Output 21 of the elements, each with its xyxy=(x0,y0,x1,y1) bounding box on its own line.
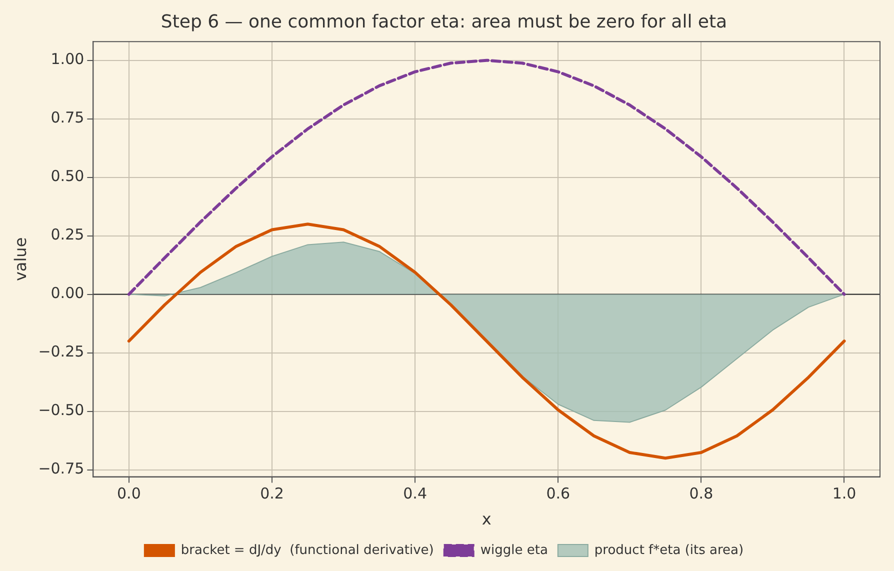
y-tick-label: −0.75 xyxy=(38,460,84,478)
line-series xyxy=(127,58,846,296)
x-tick-label: 1.0 xyxy=(832,484,856,503)
x-tick-label: 0.2 xyxy=(260,484,284,503)
legend-label: wiggle eta xyxy=(480,542,548,558)
y-axis-title: value xyxy=(10,237,30,282)
y-tick-label: −0.25 xyxy=(38,342,84,361)
y-tick-label: 0.75 xyxy=(50,108,84,127)
y-tick-label: −0.50 xyxy=(38,401,84,420)
y-tick-label: 0.50 xyxy=(50,167,84,186)
y-tick-label: 0.25 xyxy=(50,226,84,244)
x-tick-label: 0.6 xyxy=(546,484,570,503)
x-tick-label: 0.4 xyxy=(403,484,427,503)
chart-title: Step 6 — one common factor eta: area must be zero for all eta xyxy=(160,11,728,32)
x-tick-label: 0.8 xyxy=(689,484,714,503)
y-tick-label: 1.00 xyxy=(50,50,84,68)
y-tick-label: 0.00 xyxy=(50,284,84,302)
legend-label: product f*eta (its area) xyxy=(594,542,744,558)
x-axis-title: x xyxy=(482,510,492,529)
x-tick-label: 0.0 xyxy=(117,484,141,503)
legend-label: bracket = dJ/dy (functional derivative) xyxy=(180,542,434,558)
